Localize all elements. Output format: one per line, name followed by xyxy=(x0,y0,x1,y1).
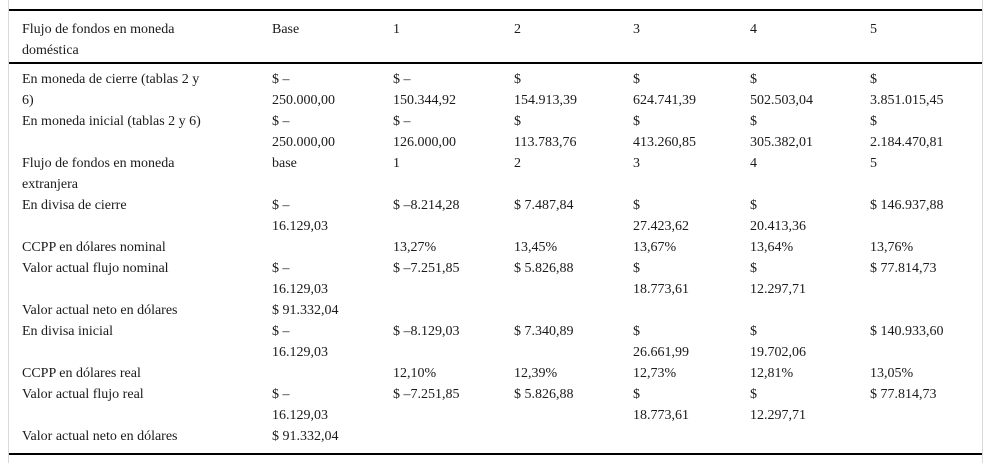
cell: $ – 250.000,00 xyxy=(272,72,335,108)
cell: $ 2.184.470,81 xyxy=(870,114,944,150)
row-label: En divisa inicial xyxy=(22,324,113,339)
row-label: En divisa de cierre xyxy=(22,198,127,213)
column-header: 2 xyxy=(514,21,521,37)
cell: $ –8.129,03 xyxy=(393,324,460,339)
cell: 12,39% xyxy=(514,366,558,381)
cell: $ –7.251,85 xyxy=(393,387,460,402)
cell: 13,05% xyxy=(870,366,914,381)
row-label: CCPP en dólares real xyxy=(22,366,141,381)
table-bottom-rule xyxy=(9,453,982,455)
cell: $ 154.913,39 xyxy=(514,72,577,108)
row-label: CCPP en dólares nominal xyxy=(22,240,166,255)
cell: $ 502.503,04 xyxy=(750,72,813,108)
cell: $ 3.851.015,45 xyxy=(870,72,944,108)
row-label: Flujo de fondos en moneda extranjera xyxy=(22,156,175,192)
table-row: Flujo de fondos en moneda extranjera base… xyxy=(9,153,982,195)
cell: 3 xyxy=(633,156,640,171)
table-row: En divisa de cierre $ – 16.129,03 $ –8.214… xyxy=(9,195,982,237)
row-label: En moneda de cierre (tablas 2 y 6) xyxy=(22,72,200,108)
cell: 13,67% xyxy=(633,240,677,255)
cell: 13,76% xyxy=(870,240,914,255)
cell: 13,45% xyxy=(514,240,558,255)
table-header-row: Flujo de fondos en moneda doméstica Base 1… xyxy=(9,19,982,61)
cell: $ 7.487,84 xyxy=(514,198,574,213)
cell: 12,81% xyxy=(750,366,794,381)
cell: $ –8.214,28 xyxy=(393,198,460,213)
cell: $ 18.773,61 xyxy=(633,387,689,423)
table-row: En divisa inicial $ – 16.129,03 $ –8.129,0… xyxy=(9,321,982,363)
cell: $ – 16.129,03 xyxy=(272,387,328,423)
table-body: En moneda de cierre (tablas 2 y 6) $ – 25… xyxy=(9,64,982,453)
table-row: CCPP en dólares real 12,10% 12,39% 12,73% 12… xyxy=(9,363,982,384)
table-header: Flujo de fondos en moneda doméstica Base 1… xyxy=(9,11,982,62)
cell: $ 413.260,85 xyxy=(633,114,696,150)
table-row: En moneda inicial (tablas 2 y 6) $ – 250.… xyxy=(9,111,982,153)
cell: $ 5.826,88 xyxy=(514,261,574,276)
cell: 1 xyxy=(393,156,400,171)
cell: $ – 16.129,03 xyxy=(272,324,328,360)
table-row: Valor actual neto en dólares $ 91.332,04 xyxy=(9,426,982,447)
cell: $ – 250.000,00 xyxy=(272,114,335,150)
column-header: 5 xyxy=(870,21,877,37)
column-header: 3 xyxy=(633,21,640,37)
cell: 13,64% xyxy=(750,240,794,255)
row-label: Valor actual neto en dólares xyxy=(22,303,178,318)
header-separator-rule xyxy=(9,61,982,64)
cell: 4 xyxy=(750,156,757,171)
cell: $ – 16.129,03 xyxy=(272,261,328,297)
cell: $ 5.826,88 xyxy=(514,387,574,402)
cell: $ 91.332,04 xyxy=(272,429,339,444)
cell: $ –7.251,85 xyxy=(393,261,460,276)
table-row: CCPP en dólares nominal 13,27% 13,45% 13,67… xyxy=(9,237,982,258)
cell: 12,73% xyxy=(633,366,677,381)
table-row: Valor actual flujo real $ – 16.129,03 $ –7… xyxy=(9,384,982,426)
row-label: En moneda inicial (tablas 2 y 6) xyxy=(22,114,201,129)
cell: $ 18.773,61 xyxy=(633,261,689,297)
cell: $ 7.340,89 xyxy=(514,324,574,339)
cell: base xyxy=(272,156,297,171)
column-header: Base xyxy=(272,21,300,37)
cell: $ – 16.129,03 xyxy=(272,198,328,234)
cell: $ – 150.344,92 xyxy=(393,72,456,108)
cell: 13,27% xyxy=(393,240,437,255)
cell: $ 113.783,76 xyxy=(514,114,577,150)
cell: $ 27.423,62 xyxy=(633,198,689,234)
cell: $ 77.814,73 xyxy=(870,261,937,276)
row-label: Valor actual flujo nominal xyxy=(22,261,169,276)
table-row: Valor actual neto en dólares $ 91.332,04 xyxy=(9,300,982,321)
cell: $ 12.297,71 xyxy=(750,261,806,297)
table-figure: Flujo de fondos en moneda doméstica Base 1… xyxy=(8,0,983,463)
cell: $ 305.382,01 xyxy=(750,114,813,150)
cell: $ 12.297,71 xyxy=(750,387,806,423)
cell: $ 146.937,88 xyxy=(870,198,944,213)
table-row: Valor actual flujo nominal $ – 16.129,03 $… xyxy=(9,258,982,300)
cell: $ 624.741,39 xyxy=(633,72,696,108)
cell: $ 140.933,60 xyxy=(870,324,944,339)
column-header: Flujo de fondos en moneda doméstica xyxy=(22,21,175,58)
cell: $ 26.661,99 xyxy=(633,324,689,360)
cell: $ 91.332,04 xyxy=(272,303,339,318)
row-label: Valor actual flujo real xyxy=(22,387,144,402)
column-header: 4 xyxy=(750,21,757,37)
table-row: En moneda de cierre (tablas 2 y 6) $ – 25… xyxy=(9,69,982,111)
cell: 5 xyxy=(870,156,877,171)
cell: 12,10% xyxy=(393,366,437,381)
table-top-rule xyxy=(9,9,982,11)
column-header: 1 xyxy=(393,21,400,37)
cell: $ 20.413,36 xyxy=(750,198,806,234)
cell: $ 77.814,73 xyxy=(870,387,937,402)
cell: 2 xyxy=(514,156,521,171)
cell: $ – 126.000,00 xyxy=(393,114,456,150)
row-label: Valor actual neto en dólares xyxy=(22,429,178,444)
cell: $ 19.702,06 xyxy=(750,324,806,360)
